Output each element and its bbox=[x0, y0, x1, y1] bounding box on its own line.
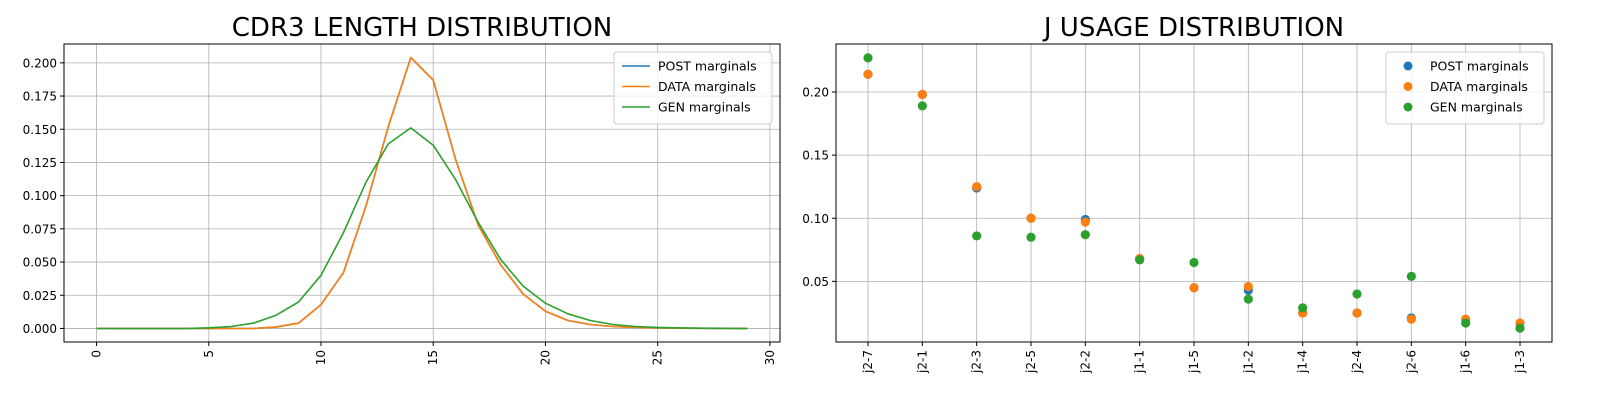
y-tick-label: 0.15 bbox=[802, 149, 829, 163]
x-tick-label: j1-3 bbox=[1513, 350, 1527, 374]
y-tick-label: 0.05 bbox=[802, 275, 829, 289]
x-tick-label: j2-4 bbox=[1350, 350, 1364, 374]
scatter-point-data bbox=[1243, 281, 1253, 292]
y-tick-label: 0.075 bbox=[23, 222, 57, 236]
y-tick-label: 0.200 bbox=[23, 56, 57, 70]
legend-box bbox=[1385, 51, 1545, 125]
axes-frame bbox=[63, 43, 781, 343]
y-tick-label: 0.100 bbox=[23, 189, 57, 203]
x-tick-label: j2-3 bbox=[970, 350, 984, 374]
legend-swatch bbox=[1403, 82, 1413, 91]
scatter-point-gen bbox=[863, 53, 873, 63]
chart-title: J USAGE DISTRIBUTION bbox=[1042, 13, 1344, 43]
x-tick-label: j1-1 bbox=[1133, 350, 1147, 374]
legend-box bbox=[613, 51, 773, 125]
scatter-point-data bbox=[1189, 283, 1199, 293]
x-tick-label: j2-1 bbox=[915, 350, 929, 374]
axes-frame bbox=[835, 43, 1553, 343]
legend-label: GEN marginals bbox=[1430, 100, 1523, 115]
cdr3-length-panel: 0 5 10 15 20 25 30 0.000 0.025 0.050 0.075 0.100 0.1… bbox=[23, 13, 781, 365]
chart-title: CDR3 LENGTH DISTRIBUTION bbox=[232, 13, 612, 43]
x-tick-label: j2-2 bbox=[1078, 350, 1092, 374]
scatter-point-gen bbox=[1352, 289, 1362, 299]
legend-swatch bbox=[1403, 102, 1413, 112]
scatter-point-gen bbox=[1243, 294, 1253, 304]
y-tick-label: 0.125 bbox=[23, 156, 57, 170]
scatter-point-gen bbox=[972, 231, 982, 241]
scatter-point-gen bbox=[1515, 323, 1525, 333]
x-tick-label: 25 bbox=[651, 350, 665, 365]
scatter-point-gen bbox=[1189, 257, 1199, 268]
legend-label: POST marginals bbox=[658, 59, 757, 74]
legend-label: POST marginals bbox=[1430, 59, 1529, 74]
scatter-point-data bbox=[1026, 213, 1036, 223]
x-tick-label: j1-6 bbox=[1459, 350, 1473, 374]
x-tick-label: 0 bbox=[90, 350, 104, 358]
j-usage-panel: j2-7 j2-1 j2-3 j2-5 j2-2 j1-1 j1-5 j1-2 j1-4 j2-4… bbox=[802, 13, 1553, 374]
legend-label: DATA marginals bbox=[1430, 79, 1528, 94]
x-tick-label: 30 bbox=[763, 350, 777, 365]
scatter-point-data bbox=[863, 69, 873, 79]
x-tick-label: 5 bbox=[202, 350, 216, 358]
legend-label: DATA marginals bbox=[658, 79, 756, 94]
y-tick-label: 0.10 bbox=[802, 212, 829, 226]
scatter-point-gen bbox=[1461, 318, 1471, 328]
x-tick-label: j2-5 bbox=[1024, 350, 1038, 374]
x-tick-label: j1-5 bbox=[1187, 350, 1201, 374]
x-tick-label: j1-2 bbox=[1241, 350, 1255, 374]
y-tick-label: 0.050 bbox=[23, 256, 57, 270]
scatter-point-gen bbox=[917, 101, 927, 111]
scatter-point-gen bbox=[1406, 271, 1416, 281]
x-tick-label: j2-6 bbox=[1404, 350, 1418, 374]
x-tick-label: 15 bbox=[426, 350, 440, 365]
legend-label: GEN marginals bbox=[658, 100, 751, 115]
x-tick-label: j2-7 bbox=[861, 350, 875, 374]
scatter-point-data bbox=[1080, 217, 1090, 227]
y-tick-label: 0.175 bbox=[23, 90, 57, 104]
x-tick-label: 20 bbox=[538, 350, 552, 365]
x-tick-label: j1-4 bbox=[1296, 350, 1310, 374]
y-tick-label: 0.000 bbox=[23, 322, 57, 336]
scatter-point-data bbox=[1406, 314, 1416, 324]
x-tick-label: 10 bbox=[314, 350, 328, 365]
scatter-point-gen bbox=[1080, 230, 1090, 240]
scatter-point-data bbox=[972, 182, 982, 192]
scatter-point-gen bbox=[1026, 232, 1036, 242]
y-tick-label: 0.150 bbox=[23, 123, 57, 137]
scatter-point-gen bbox=[1298, 303, 1308, 313]
y-tick-label: 0.025 bbox=[23, 289, 57, 303]
series-line-gen bbox=[96, 127, 748, 330]
scatter-point-data bbox=[917, 89, 927, 100]
scatter-point-gen bbox=[1135, 255, 1145, 265]
scatter-point-data bbox=[1352, 308, 1362, 318]
legend-swatch bbox=[1403, 61, 1413, 71]
y-tick-label: 0.20 bbox=[802, 85, 829, 99]
